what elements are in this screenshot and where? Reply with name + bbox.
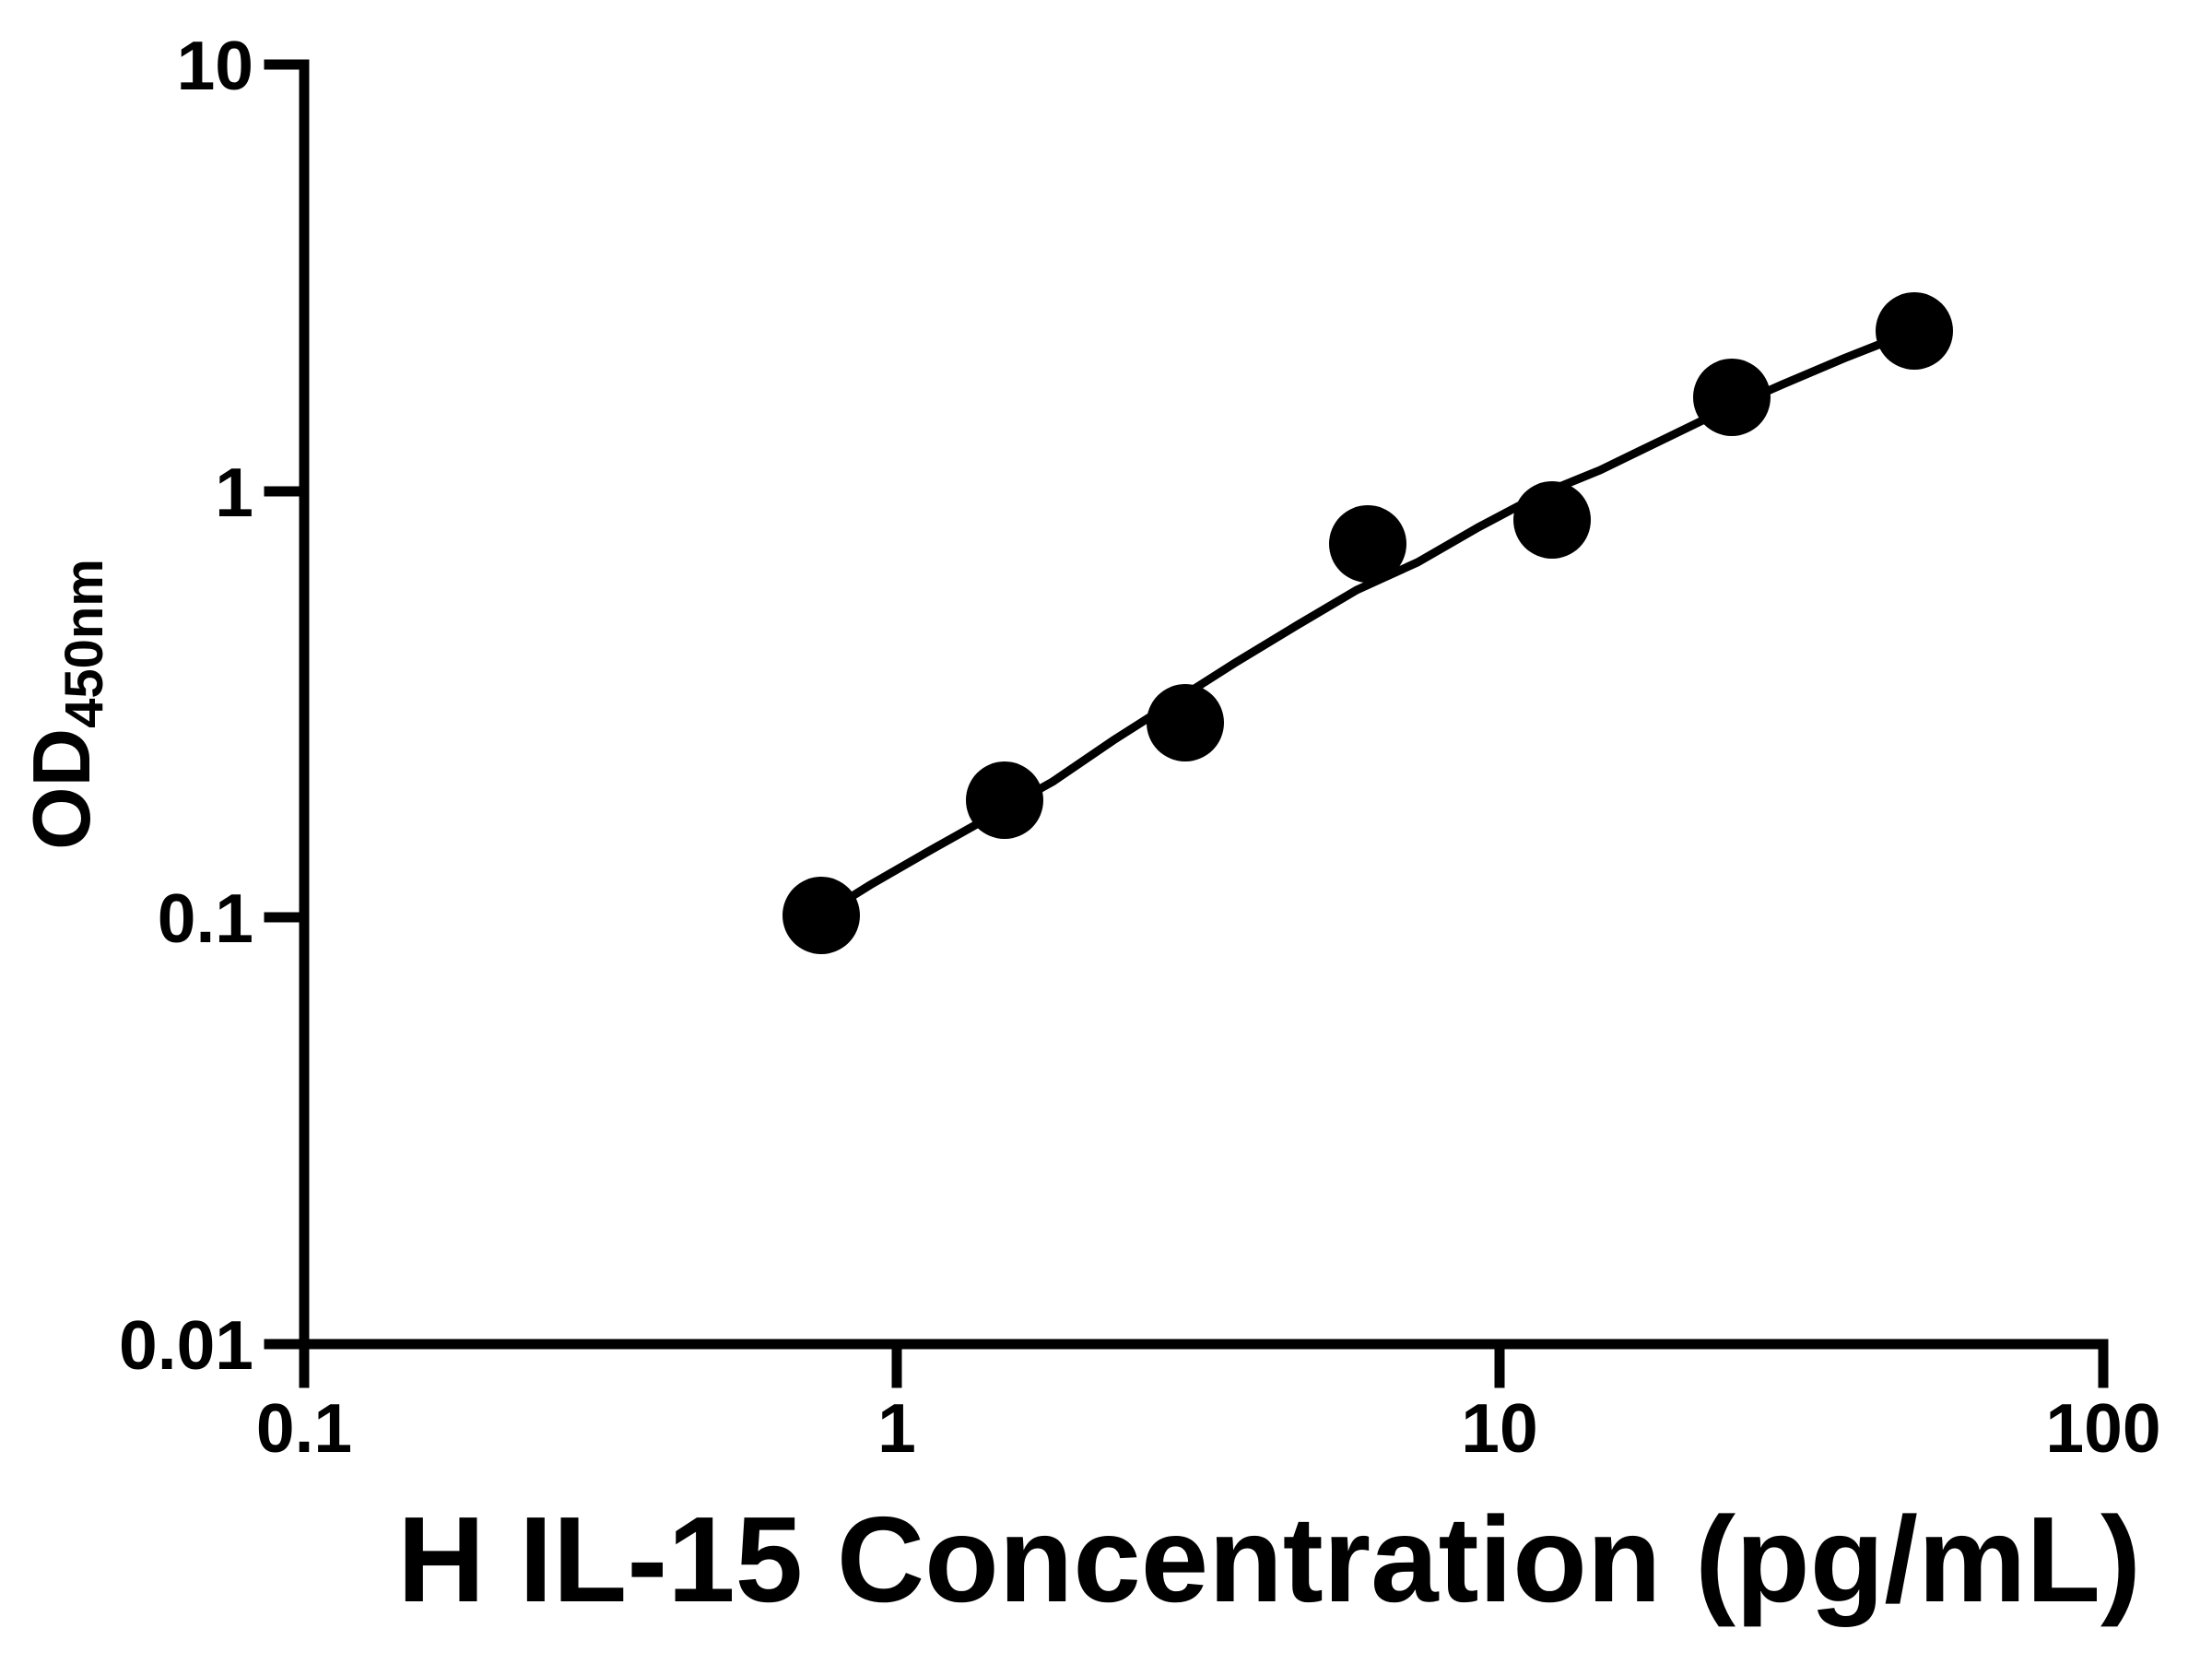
svg-text:0.1: 0.1 [158, 879, 253, 957]
svg-text:0.1: 0.1 [256, 1389, 352, 1467]
svg-text:100: 100 [2045, 1389, 2160, 1467]
svg-text:10: 10 [177, 27, 253, 104]
svg-text:10: 10 [1461, 1389, 1537, 1467]
svg-text:1: 1 [215, 454, 253, 531]
svg-text:OD450nm: OD450nm [16, 559, 114, 850]
svg-text:1: 1 [877, 1389, 916, 1467]
svg-text:0.01: 0.01 [119, 1306, 253, 1384]
svg-text:H IL-15 Concentration (pg/mL): H IL-15 Concentration (pg/mL) [397, 1492, 2141, 1627]
